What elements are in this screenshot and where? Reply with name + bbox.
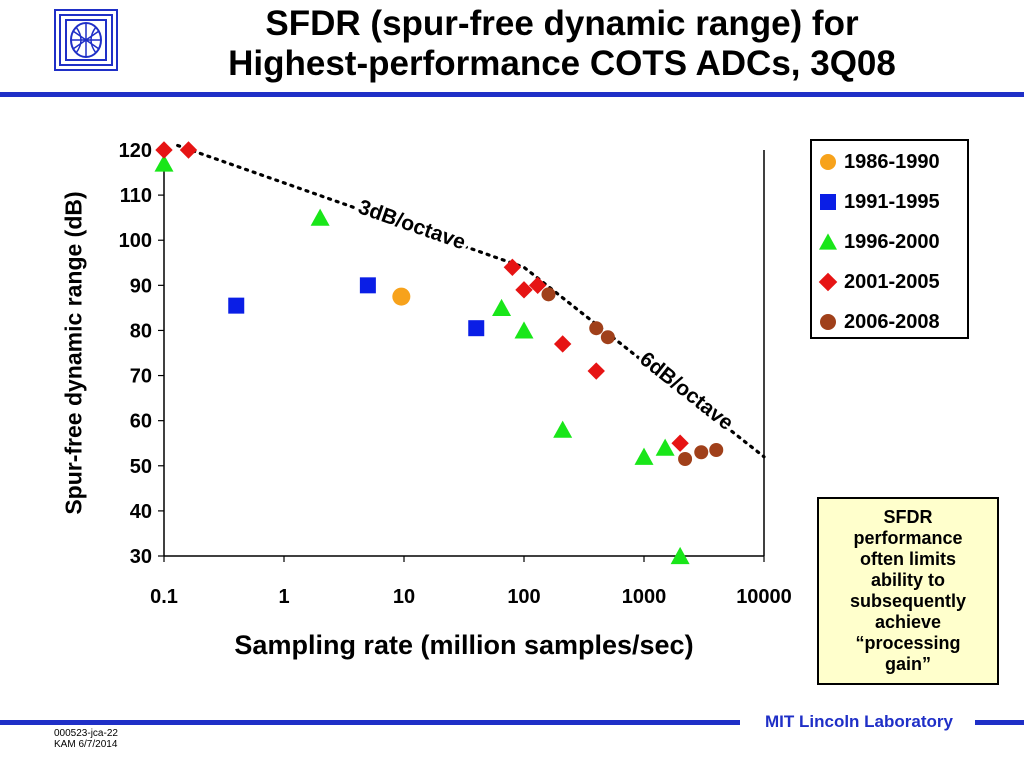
legend-item-1996-2000: 1996-2000 [818,227,940,257]
legend-item-1986-1990: 1986-1990 [818,147,940,177]
legend-marker-shape [818,272,838,292]
y-tick-label: 30 [130,546,152,568]
sfdr-note-box: SFDR performance often limits ability to… [817,497,999,685]
sfdr-note-text: SFDR performance often limits ability to… [849,507,967,674]
data-point-2001-2005-4 [528,276,547,295]
y-tick-label: 80 [130,320,152,342]
data-point-2006-2008-1 [589,321,604,336]
y-tick-label: 70 [130,366,152,388]
data-point-2001-2005-3 [515,281,533,299]
y-tick-label: 100 [119,230,152,252]
legend-label-2006-2008: 2006-2008 [844,310,940,333]
data-point-2006-2008-4 [694,445,709,460]
data-point-1996-2000-3 [514,321,534,339]
y-tick-label: 40 [130,501,152,523]
annotation-6db-octave: 6dB/octave [635,347,737,434]
y-tick-label: 50 [130,456,152,478]
y-tick-label: 60 [130,411,152,433]
data-point-1996-2000-0 [154,154,174,172]
legend-item-2001-2005: 2001-2005 [818,267,940,297]
data-point-2001-2005-6 [587,362,605,380]
chart-legend: 1986-1990 1991-1995 1996-2000 2001-2005 2006… [810,139,969,339]
legend-item-1991-1995: 1991-1995 [818,187,940,217]
footer-divider-right [975,720,1024,725]
legend-label-2001-2005: 2001-2005 [844,270,940,293]
footer-info: 000523-jca-22 KAM 6/7/2014 [54,728,118,750]
data-point-1991-1995-1 [359,277,376,294]
data-point-1996-2000-1 [310,208,330,226]
trend-line [176,143,766,459]
legend-label-1996-2000: 1996-2000 [844,230,940,253]
x-tick-label: 10000 [736,586,792,608]
legend-marker-1991-1995 [820,194,836,210]
data-point-1996-2000-6 [655,438,675,456]
y-tick-label: 120 [119,140,152,162]
x-tick-label: 100 [507,586,540,608]
footer-code: 000523-jca-22 [54,728,118,739]
data-point-1991-1995-0 [228,297,245,314]
data-point-1996-2000-5 [634,447,654,465]
footer-author-date: KAM 6/7/2014 [54,739,118,750]
y-axis-label-text: Spur-free dynamic range (dB) [60,191,87,515]
data-point-2001-2005-1 [179,141,198,159]
x-tick-label: 10 [393,586,415,608]
slide-title-line-1: SFDR (spur-free dynamic range) for [265,4,859,43]
legend-marker-2001-2005 [818,272,838,292]
footer-divider-left [0,720,740,725]
data-point-2006-2008-0 [541,287,556,302]
annotation-3db-octave: 3dB/octave [355,196,468,255]
data-point-2001-2005-2 [503,258,522,276]
data-point-2006-2008-2 [600,330,615,345]
legend-label-1986-1990: 1986-1990 [844,150,940,173]
legend-marker-1996-2000 [819,233,837,250]
y-tick-label: 110 [120,185,152,207]
data-point-2001-2005-5 [553,335,572,353]
legend-marker-1986-1990 [820,154,836,170]
slide-title-line-2: Highest-performance COTS ADCs, 3Q08 [228,44,896,83]
title-divider [0,92,1024,97]
data-point-2001-2005-0 [155,141,173,159]
data-point-2006-2008-3 [678,452,693,467]
y-tick-label: 90 [130,275,152,297]
legend-label-1991-1995: 1991-1995 [844,190,940,213]
slide-title: SFDR (spur-free dynamic range) for Highe… [120,4,1004,84]
x-tick-label: 0.1 [150,586,178,608]
data-point-2001-2005-7 [671,434,689,452]
data-point-1996-2000-2 [492,298,512,316]
x-axis-label: Sampling rate (million samples/sec) [234,630,694,660]
mit-ll-logo-icon [54,9,118,71]
legend-item-2006-2008: 2006-2008 [818,307,940,337]
lab-name: MIT Lincoln Laboratory [765,712,953,731]
data-point-1996-2000-7 [670,546,690,565]
data-point-1991-1995-2 [468,320,485,337]
legend-marker-shape [820,314,836,330]
legend-marker-shape [820,154,836,170]
legend-marker-shape [820,194,836,210]
x-tick-label: 1000 [622,586,667,608]
legend-marker-shape [819,233,837,250]
data-point-1986-1990-0 [392,287,411,306]
legend-marker-2006-2008 [820,314,836,330]
data-point-1996-2000-4 [553,420,573,438]
x-tick-label: 1 [278,586,289,608]
data-point-2006-2008-5 [709,442,724,457]
